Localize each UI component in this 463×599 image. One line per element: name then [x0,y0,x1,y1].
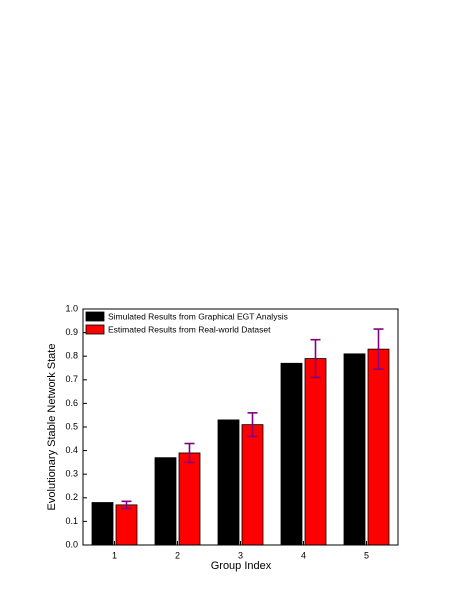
bar [367,348,390,546]
bar [217,419,240,546]
y-tick-label: 0.6 [65,398,78,408]
y-tick-label: 0.0 [65,539,78,549]
y-tick-label: 0.4 [65,445,78,455]
plot-frame [82,308,399,546]
y-tick-label: 0.7 [65,374,78,384]
legend-swatch [85,311,105,322]
error-bar [247,412,258,438]
error-bar [184,442,195,464]
y-tick-label: 1.0 [65,303,78,313]
bar [241,424,264,546]
x-tick-label: 4 [301,550,306,560]
bar [280,362,303,546]
x-tick-label: 2 [175,550,180,560]
bar [304,358,327,546]
x-tick-label: 1 [112,550,117,560]
error-bar [310,338,321,379]
y-axis-title: Evolutionary Stable Network State [46,344,58,511]
error-bar [373,328,384,370]
y-tick-label: 0.3 [65,469,78,479]
y-tick-label: 0.9 [65,327,78,337]
bar [178,452,201,546]
y-tick-label: 0.1 [65,516,78,526]
x-tick-label: 5 [364,550,369,560]
bar [154,457,177,546]
y-tick-label: 0.2 [65,492,78,502]
bar [91,502,114,546]
bar [343,353,366,546]
y-tick-label: 0.8 [65,351,78,361]
legend-text: Estimated Results from Real-world Datase… [108,324,271,334]
bar [115,504,138,546]
legend-text: Simulated Results from Graphical EGT Ana… [108,311,288,321]
y-tick-label: 0.5 [65,421,78,431]
x-axis-title: Group Index [211,560,272,572]
x-tick-label: 3 [238,550,243,560]
error-bar [121,500,132,510]
legend-swatch [85,324,105,335]
